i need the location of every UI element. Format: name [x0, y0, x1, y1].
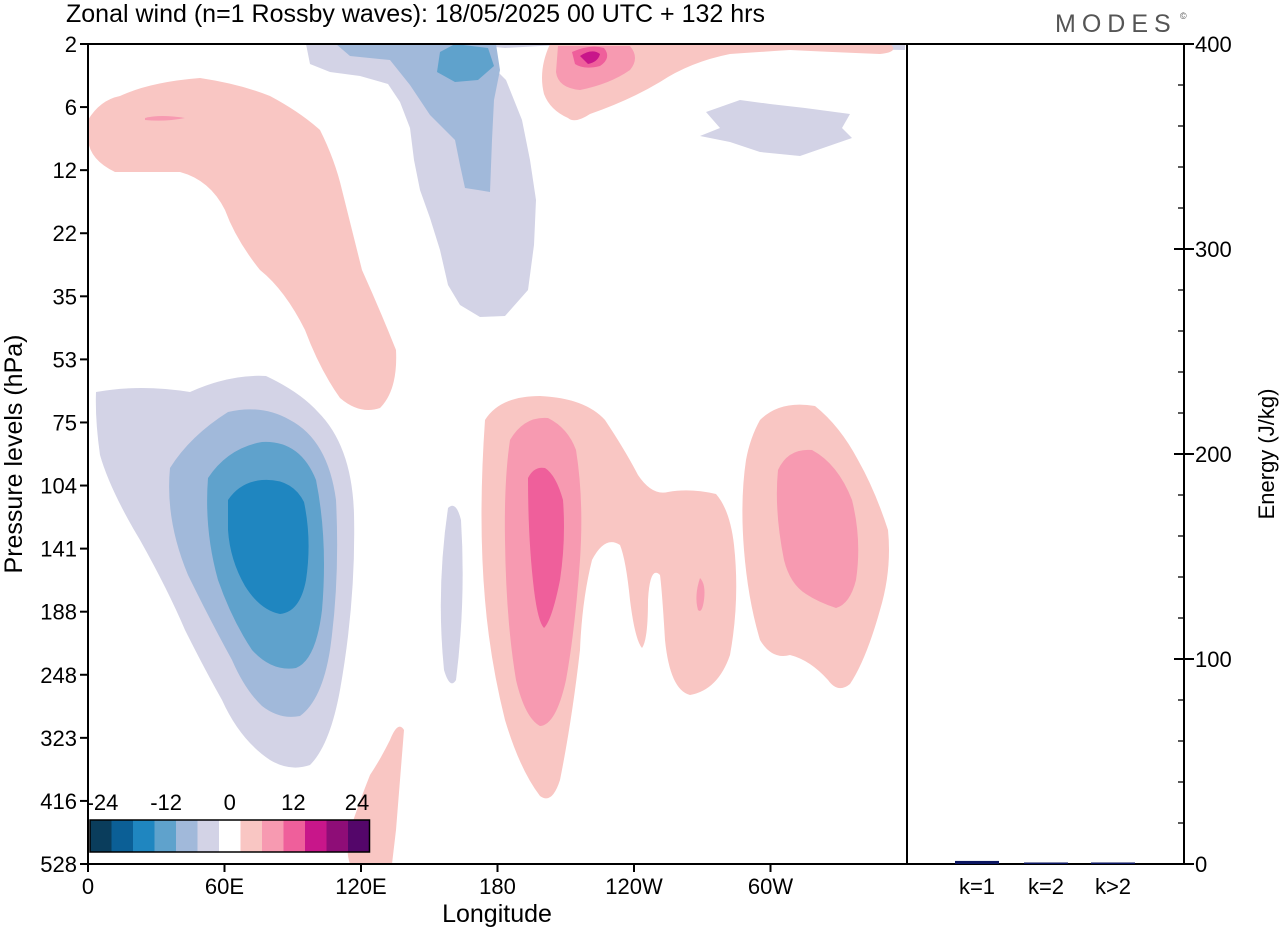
y-axis-title: Pressure levels (hPa)	[0, 335, 28, 574]
energy-tick-label: 200	[1195, 442, 1232, 467]
energy-panel-frame	[906, 43, 1185, 865]
colorbar-swatch	[326, 820, 348, 852]
longitude-tick-label: 60E	[205, 874, 244, 899]
pressure-tick-label: 22	[53, 221, 77, 246]
pressure-tick-label: 323	[40, 726, 77, 751]
contour-pos-upper-band	[88, 78, 397, 411]
contour-pos-upper-band-l2	[145, 116, 185, 121]
logo-text: MODES	[1055, 10, 1177, 38]
colorbar-tick-label: 0	[224, 790, 236, 815]
colorbar-swatch	[197, 820, 219, 852]
pressure-tick-label: 528	[40, 852, 77, 877]
pressure-tick-label: 12	[53, 158, 77, 183]
pressure-tick-label: 416	[40, 789, 77, 814]
energy-axis-title: Energy (J/kg)	[1254, 389, 1279, 520]
contour-pos-lower-small	[696, 578, 705, 611]
logo-mark: ©	[1180, 11, 1187, 21]
longitude-tick-label: 120W	[605, 874, 663, 899]
colorbar-swatch	[348, 820, 370, 852]
energy-bar	[955, 860, 999, 864]
colorbar-tick-label: 12	[281, 790, 305, 815]
contour-neg-thin	[440, 505, 463, 684]
x-axis-title: Longitude	[442, 900, 552, 928]
pressure-tick-label: 75	[53, 410, 77, 435]
pressure-tick-label: 104	[40, 474, 77, 499]
longitude-tick-label: 120E	[335, 874, 386, 899]
colorbar-swatch	[219, 820, 241, 852]
colorbar-swatch	[154, 820, 176, 852]
energy-bar	[1091, 862, 1135, 864]
pressure-tick-label: 248	[40, 663, 77, 688]
energy-tick-label: 100	[1195, 647, 1232, 672]
longitude-tick-label: 0	[82, 874, 94, 899]
pressure-tick-label: 188	[40, 600, 77, 625]
contour-panel	[88, 44, 905, 864]
contour-neg-small-upper-right	[700, 100, 852, 156]
pressure-tick-label: 2	[65, 32, 77, 57]
longitude-axis: 0 60E 120E 180 120W 60W	[82, 864, 793, 899]
chart-title: Zonal wind (n=1 Rossby waves): 18/05/202…	[66, 0, 765, 28]
contour-pos-right-l2	[776, 449, 859, 608]
colorbar-swatch	[262, 820, 284, 852]
energy-bar	[1024, 862, 1068, 864]
energy-bars: k=1 k=2 k>2	[955, 860, 1135, 899]
colorbar-tick-label: -24	[87, 790, 119, 815]
colorbar-frame	[89, 819, 371, 853]
pressure-axis: 2 6 12 22 35 53 75 104 141 188 248 323 416 528	[40, 32, 88, 877]
colorbar-swatch	[90, 820, 112, 852]
pressure-tick-label: 6	[65, 95, 77, 120]
colorbar: -24 -12 0 12 24	[87, 790, 371, 853]
colorbar-swatch	[283, 820, 305, 852]
energy-category-label: k=2	[1028, 874, 1064, 899]
colorbar-swatch	[133, 820, 155, 852]
energy-category-label: k>2	[1095, 874, 1131, 899]
longitude-tick-label: 60W	[748, 874, 793, 899]
modes-logo: MODES ©	[1055, 10, 1187, 38]
contour-neg-lower-l4	[228, 479, 309, 614]
energy-axis: 0 100 200 300 400	[1174, 32, 1232, 877]
pressure-tick-label: 141	[40, 537, 77, 562]
colorbar-swatch	[176, 820, 198, 852]
colorbar-swatch	[305, 820, 327, 852]
longitude-tick-label: 180	[479, 874, 516, 899]
pressure-tick-label: 35	[53, 284, 77, 309]
energy-tick-label: 300	[1195, 237, 1232, 262]
contour-neg-upper-l3	[437, 44, 494, 82]
colorbar-swatch	[111, 820, 133, 852]
colorbar-tick-label: -12	[150, 790, 182, 815]
pressure-tick-label: 53	[53, 347, 77, 372]
energy-tick-label: 400	[1195, 32, 1232, 57]
colorbar-tick-label: 24	[345, 790, 369, 815]
contour-pos-lower-l3	[528, 467, 564, 628]
energy-category-label: k=1	[959, 874, 995, 899]
energy-tick-label: 0	[1195, 852, 1207, 877]
contour-pos-top-l4	[580, 51, 600, 64]
colorbar-swatch	[240, 820, 262, 852]
